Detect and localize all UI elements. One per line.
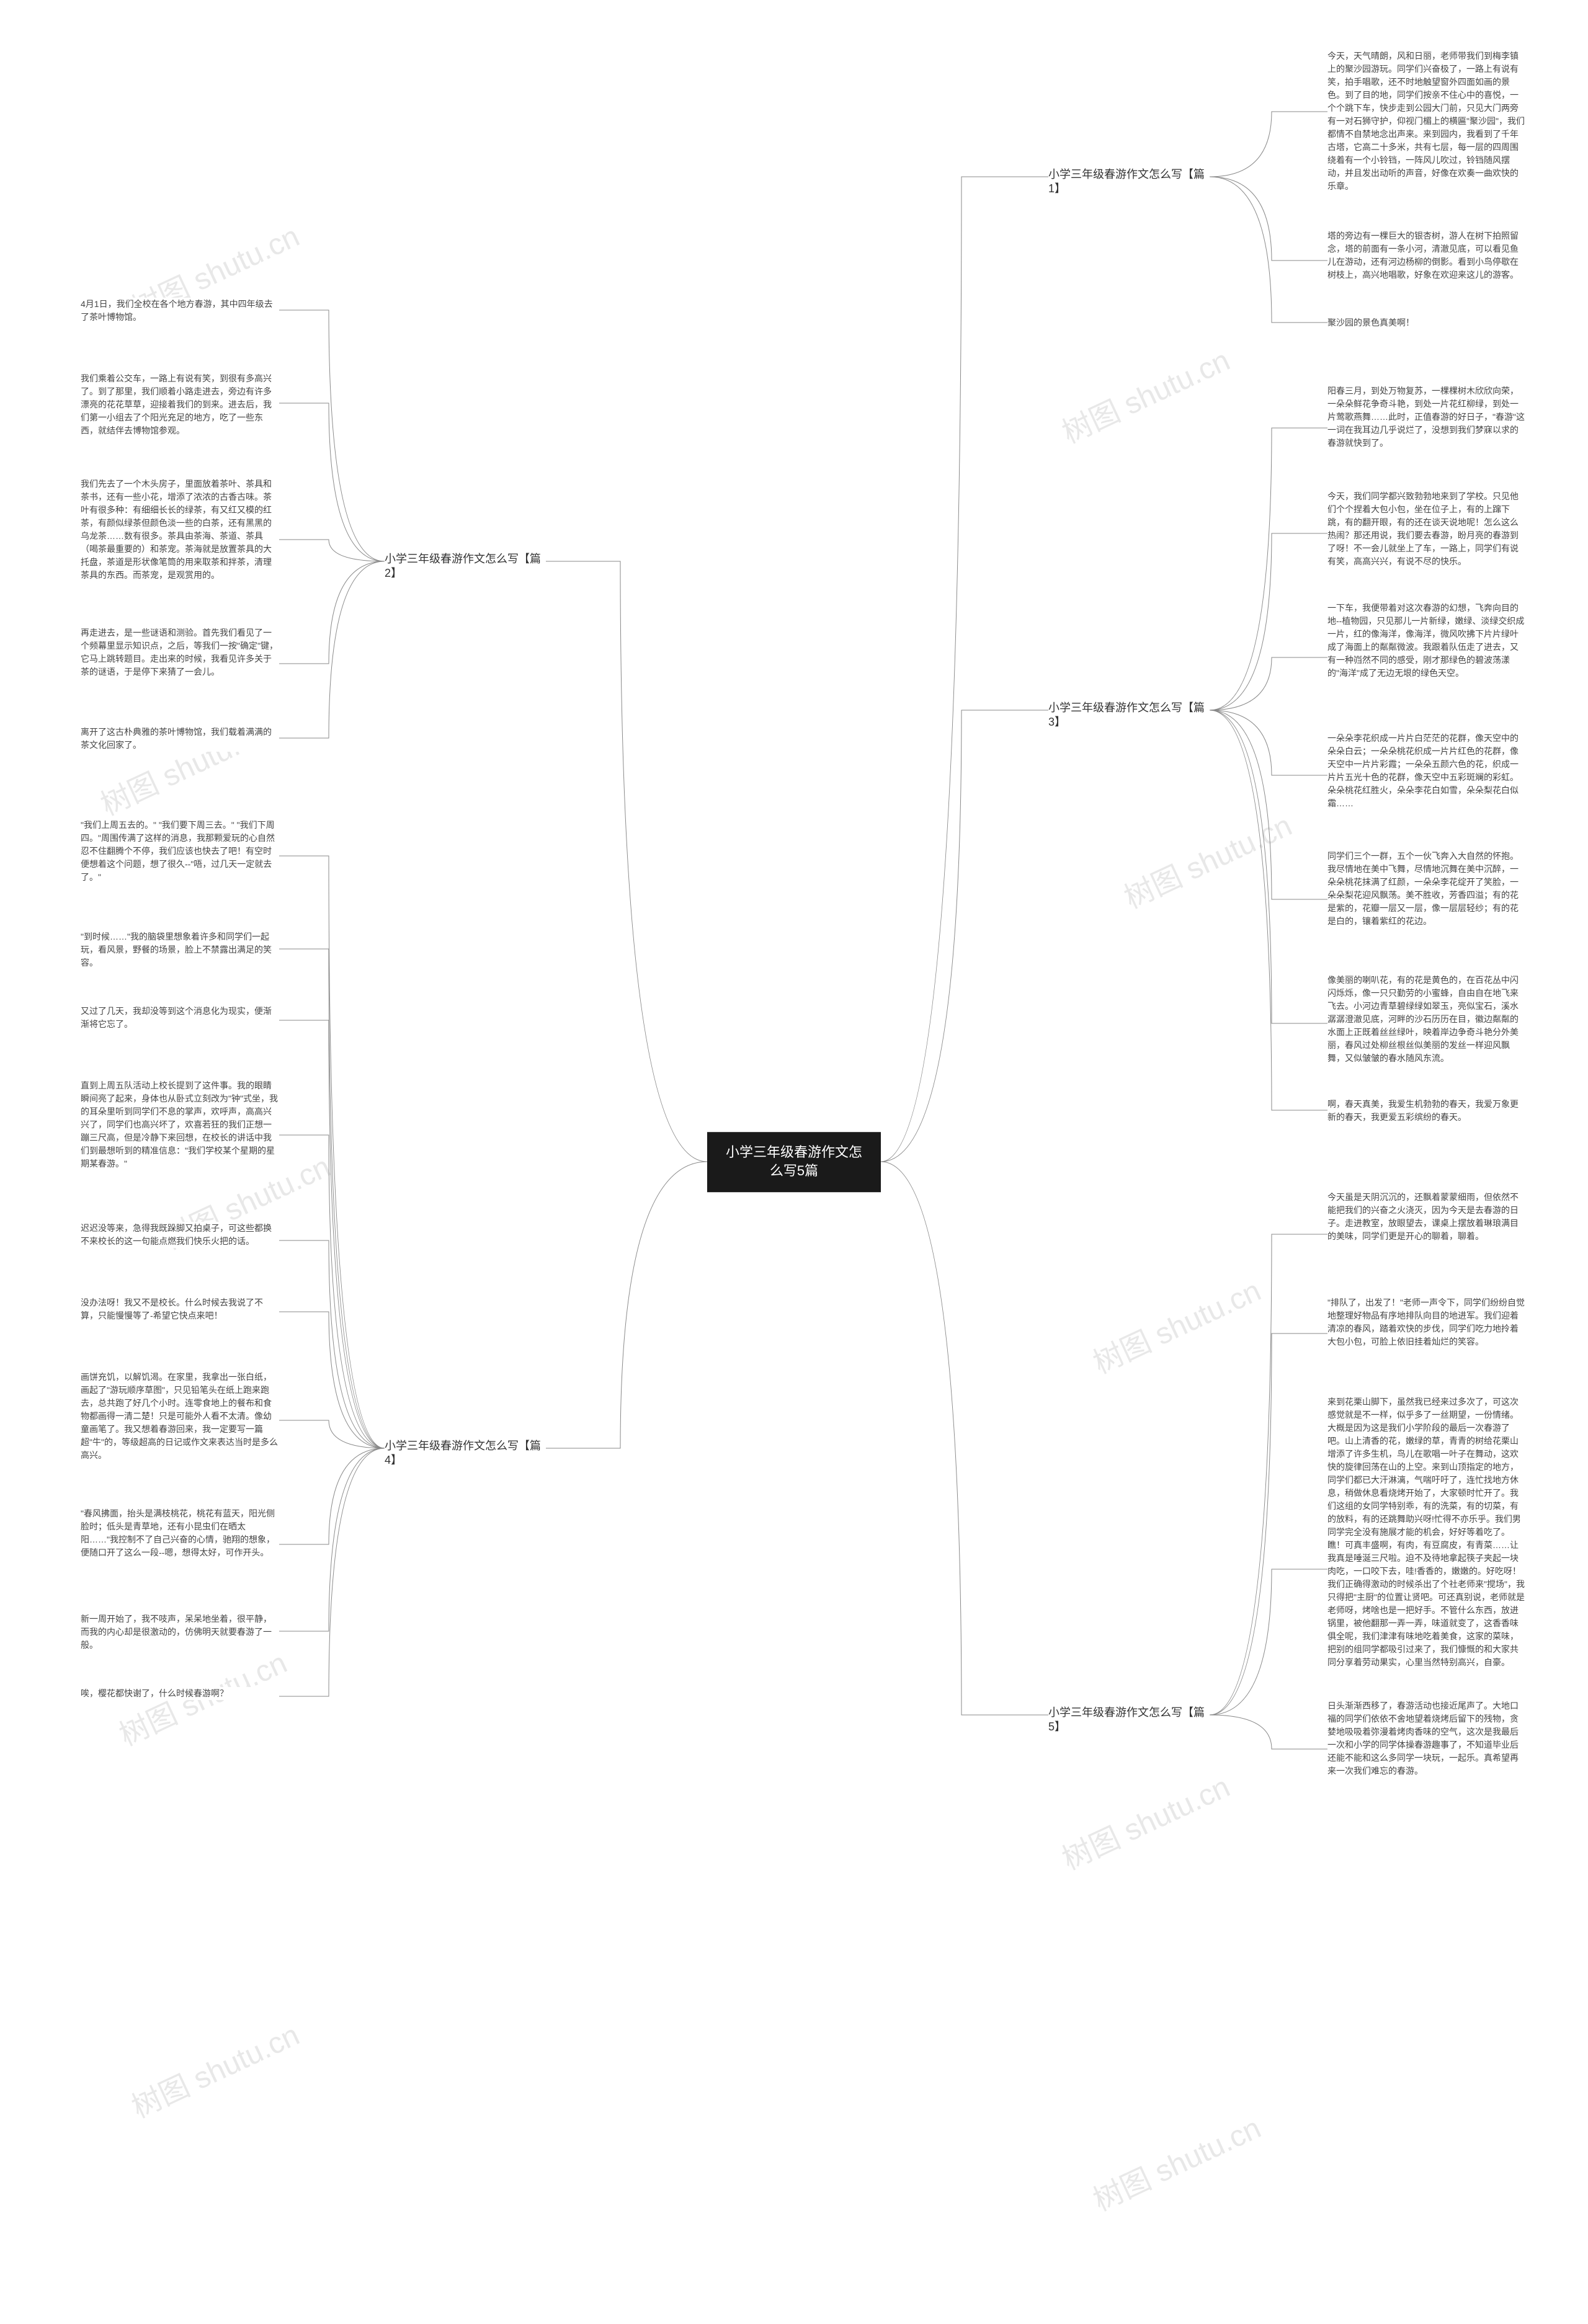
content-paragraph: 我们先去了一个木头房子，里面放着茶叶、茶具和茶书，还有一些小花，增添了浓浓的古香… bbox=[81, 478, 279, 582]
content-paragraph: 一朵朵李花织成一片片白茫茫的花群，像天空中的朵朵白云；一朵朵桃花织成一片片红色的… bbox=[1327, 732, 1526, 810]
content-paragraph: 没办法呀！我又不是校长。什么时候去我说了不算，只能慢慢等了-希望它快点来吧！ bbox=[81, 1296, 279, 1322]
content-paragraph: 一下车，我便带着对这次春游的幻想，飞奔向目的地--植物园，只见那儿一片新绿，嫩绿… bbox=[1327, 602, 1526, 680]
content-paragraph: 今天，我们同学都兴致勃勃地来到了学校。只见他们个个捏着大包小包，坐在位子上，有的… bbox=[1327, 490, 1526, 568]
content-paragraph: 4月1日，我们全校在各个地方春游，其中四年级去了茶叶博物馆。 bbox=[81, 298, 279, 324]
content-paragraph: 聚沙园的景色真美啊！ bbox=[1327, 316, 1526, 329]
content-paragraph: 阳春三月，到处万物复苏，一棵棵树木欣欣向荣，一朵朵鲜花争奇斗艳，到处一片花红柳绿… bbox=[1327, 385, 1526, 450]
watermark: 树图 shutu.cn bbox=[1085, 2104, 1267, 2219]
content-paragraph: 来到花栗山脚下，虽然我已经来过多次了，可这次感觉就是不一样，似乎多了一丝期望，一… bbox=[1327, 1396, 1526, 1669]
content-paragraph: "到时候……"我的脑袋里想象着许多和同学们一起玩，看风景，野餐的场景，脸上不禁露… bbox=[81, 930, 279, 969]
content-paragraph: 新一周开始了，我不吱声，呆呆地坐着，很平静，而我的内心却是很激动的，仿佛明天就要… bbox=[81, 1613, 279, 1652]
watermark: 树图 shutu.cn bbox=[1085, 1267, 1267, 1382]
content-paragraph: 啊，春天真美，我爱生机勃勃的春天，我爱万象更新的春天，我更爱五彩缤纷的春天。 bbox=[1327, 1098, 1526, 1124]
content-paragraph: "春风拂面，抬头是满枝桃花，桃花有蓝天，阳光侧脸时；低头是青草地，还有小昆虫们在… bbox=[81, 1507, 279, 1559]
content-paragraph: 我们乘着公交车，一路上有说有笑，到很有多高兴了。到了那里，我们顺着小路走进去，旁… bbox=[81, 372, 279, 437]
section-label: 小学三年级春游作文怎么写【篇3】 bbox=[1048, 701, 1210, 730]
content-paragraph: 像美丽的喇叭花，有的花是黄色的，在百花丛中闪闪烁烁，像一只只勤劳的小蜜蜂，自由自… bbox=[1327, 974, 1526, 1065]
content-paragraph: 再走进去，是一些谜语和测验。首先我们看见了一个频幕里显示知识点，之后，等我们一按… bbox=[81, 626, 279, 679]
watermark: 树图 shutu.cn bbox=[1054, 336, 1236, 452]
content-paragraph: 离开了这古朴典雅的茶叶博物馆，我们载着满满的茶文化回家了。 bbox=[81, 726, 279, 752]
content-paragraph: 今天，天气晴朗，风和日丽，老师带我们到梅李镇上的聚沙园游玩。同学们兴奋极了，一路… bbox=[1327, 50, 1526, 193]
section-label: 小学三年级春游作文怎么写【篇5】 bbox=[1048, 1706, 1210, 1735]
content-paragraph: 迟迟没等来，急得我既跺脚又拍桌子，可这些都换不来校长的这一句能点燃我们快乐火把的… bbox=[81, 1222, 279, 1248]
content-paragraph: 同学们三个一群，五个一伙飞奔入大自然的怀抱。我尽情地在美中飞舞，尽情地沉舞在美中… bbox=[1327, 850, 1526, 928]
content-paragraph: 唉，樱花都快谢了，什么时候春游啊？ bbox=[81, 1687, 279, 1700]
content-paragraph: 今天虽是天阴沉沉的，还飘着蒙蒙细雨，但依然不能把我们的兴奋之火浇灭，因为今天是去… bbox=[1327, 1191, 1526, 1243]
content-paragraph: 塔的旁边有一棵巨大的银杏树，游人在树下拍照留念，塔的前面有一条小河，清澈见底，可… bbox=[1327, 229, 1526, 282]
content-paragraph: 画饼充饥，以解饥渴。在家里，我拿出一张白纸，画起了"游玩顺序草图"，只见铅笔头在… bbox=[81, 1371, 279, 1462]
section-label: 小学三年级春游作文怎么写【篇2】 bbox=[385, 552, 546, 581]
section-label: 小学三年级春游作文怎么写【篇1】 bbox=[1048, 167, 1210, 197]
content-paragraph: "排队了，出发了！"老师一声令下，同学们纷纷自觉地整理好物品有序地排队向目的地进… bbox=[1327, 1296, 1526, 1348]
center-title: 小学三年级春游作文怎么写5篇 bbox=[707, 1132, 881, 1193]
watermark: 树图 shutu.cn bbox=[1116, 801, 1298, 917]
watermark: 树图 shutu.cn bbox=[123, 2011, 305, 2126]
content-paragraph: 直到上周五队活动上校长提到了这件事。我的眼睛瞬间亮了起来，身体也从卧式立刻改为"… bbox=[81, 1079, 279, 1170]
content-paragraph: 日头渐渐西移了，春游活动也接近尾声了。大地口福的同学们依依不舍地望着烧烤后留下的… bbox=[1327, 1699, 1526, 1778]
section-label: 小学三年级春游作文怎么写【篇4】 bbox=[385, 1439, 546, 1468]
content-paragraph: 又过了几天，我却没等到这个消息化为现实，便渐渐将它忘了。 bbox=[81, 1005, 279, 1031]
watermark: 树图 shutu.cn bbox=[1054, 1763, 1236, 1878]
content-paragraph: "我们上周五去的。" "我们要下周三去。" "我们下周四。"周围传满了这样的消息… bbox=[81, 819, 279, 884]
